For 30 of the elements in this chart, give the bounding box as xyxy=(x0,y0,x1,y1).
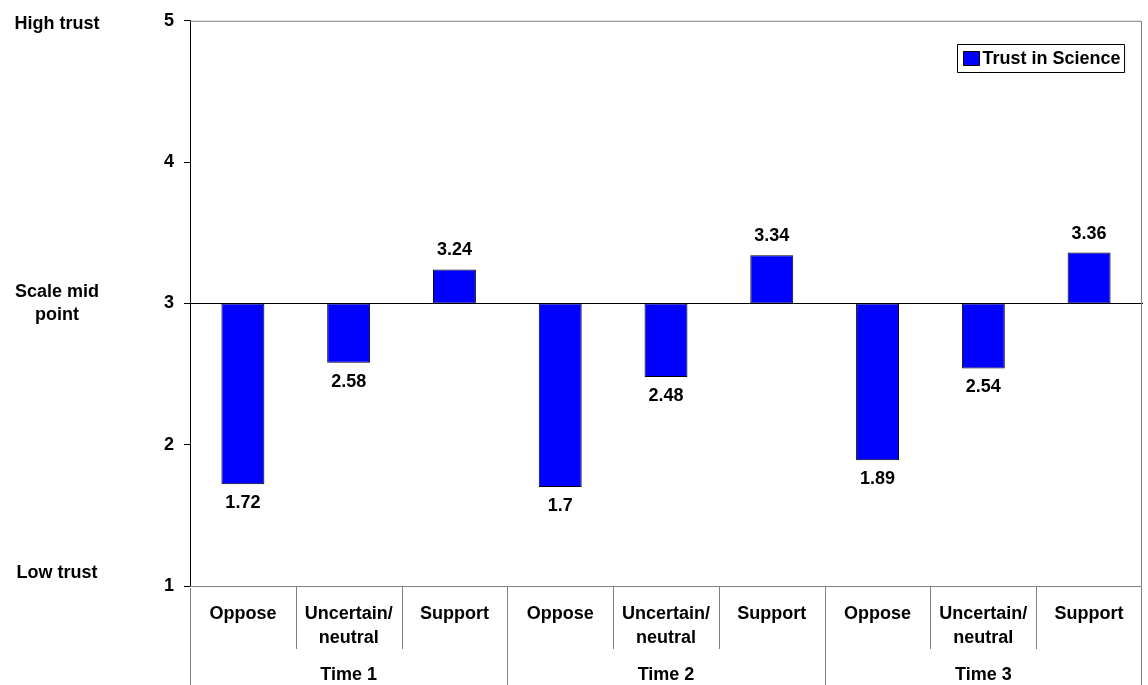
x-tick-label: Oppose xyxy=(844,602,912,623)
text: Time 1 xyxy=(320,663,378,684)
text: Time 3 xyxy=(954,663,1012,684)
data-label: 2.54 xyxy=(965,376,1001,397)
x-tick-label: Support xyxy=(419,602,489,623)
legend-label: Trust in Science xyxy=(982,48,1121,69)
text: High trust xyxy=(14,12,100,33)
x-tick-label: Oppose xyxy=(209,602,277,623)
data-label: 1.89 xyxy=(860,468,896,489)
data-label: 3.36 xyxy=(1071,222,1107,243)
x-tick-label: Support xyxy=(1054,602,1124,623)
y-tick-label: 5 xyxy=(163,9,174,30)
y-tick-label: 1 xyxy=(163,574,174,595)
ref-line-label: Scale mid point xyxy=(14,280,100,324)
y-tick-label: 4 xyxy=(163,151,174,172)
text: Low trust xyxy=(16,561,98,582)
x-tick-label: Uncertain/neutral xyxy=(939,602,1028,647)
x-tick-label: Uncertain/neutral xyxy=(621,602,711,647)
x-tick-label: Oppose xyxy=(526,602,594,623)
x-tick-label: Uncertain/neutral xyxy=(304,602,393,647)
data-label: 1.7 xyxy=(547,495,573,516)
x-tick-label: Support xyxy=(737,602,807,623)
text: Time 2 xyxy=(637,663,695,684)
data-label: 3.34 xyxy=(754,225,790,246)
y-tick-label: 3 xyxy=(163,292,174,313)
data-label: 2.48 xyxy=(648,384,684,405)
data-label: 1.72 xyxy=(225,492,261,513)
data-label: 2.58 xyxy=(331,370,367,391)
y-tick-label: 2 xyxy=(163,433,174,454)
data-label: 3.24 xyxy=(436,239,472,260)
